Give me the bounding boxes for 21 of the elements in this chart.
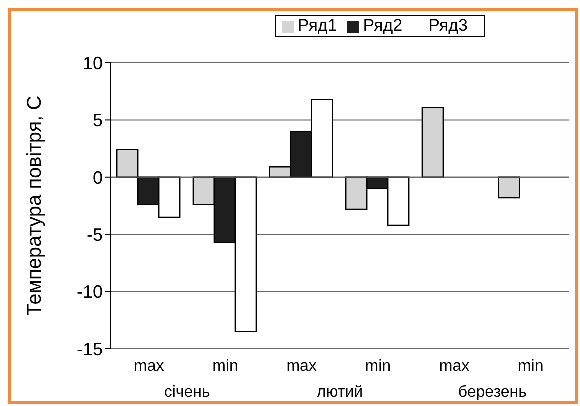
y-tick-label: -15 xyxy=(76,339,103,360)
x-tick-label: min xyxy=(518,358,544,375)
x-tick-label: max xyxy=(134,358,164,375)
legend-label: Ряд1 xyxy=(298,16,338,35)
x-tick-label: max xyxy=(439,358,470,375)
text: січень xyxy=(164,384,210,401)
text: лютий xyxy=(316,384,364,401)
text: Ряд3 xyxy=(428,16,468,35)
x-tick-label: min xyxy=(212,358,238,375)
legend-label: Ряд2 xyxy=(363,16,403,35)
y-tick-label: 0 xyxy=(92,168,103,188)
y-tick-label: 5 xyxy=(92,110,103,131)
y-axis-title: Температура повітря, С xyxy=(24,96,46,316)
x-tick-label: min xyxy=(365,358,392,375)
y-tick-label: -10 xyxy=(76,282,103,302)
bar xyxy=(498,176,520,199)
bar xyxy=(422,107,444,178)
text: березень xyxy=(458,384,527,401)
x-tick-label: max xyxy=(286,358,317,375)
y-tick-label: 10 xyxy=(82,53,103,74)
y-tick-label: -5 xyxy=(86,224,103,245)
